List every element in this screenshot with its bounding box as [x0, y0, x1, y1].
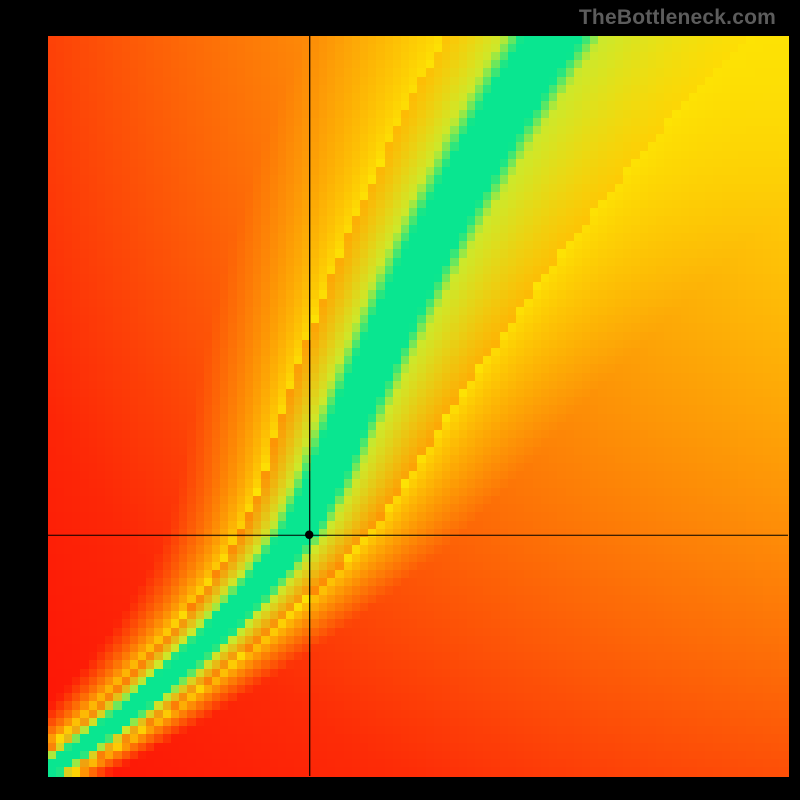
- bottleneck-heatmap: [0, 0, 800, 800]
- chart-container: TheBottleneck.com: [0, 0, 800, 800]
- watermark-text: TheBottleneck.com: [579, 6, 776, 30]
